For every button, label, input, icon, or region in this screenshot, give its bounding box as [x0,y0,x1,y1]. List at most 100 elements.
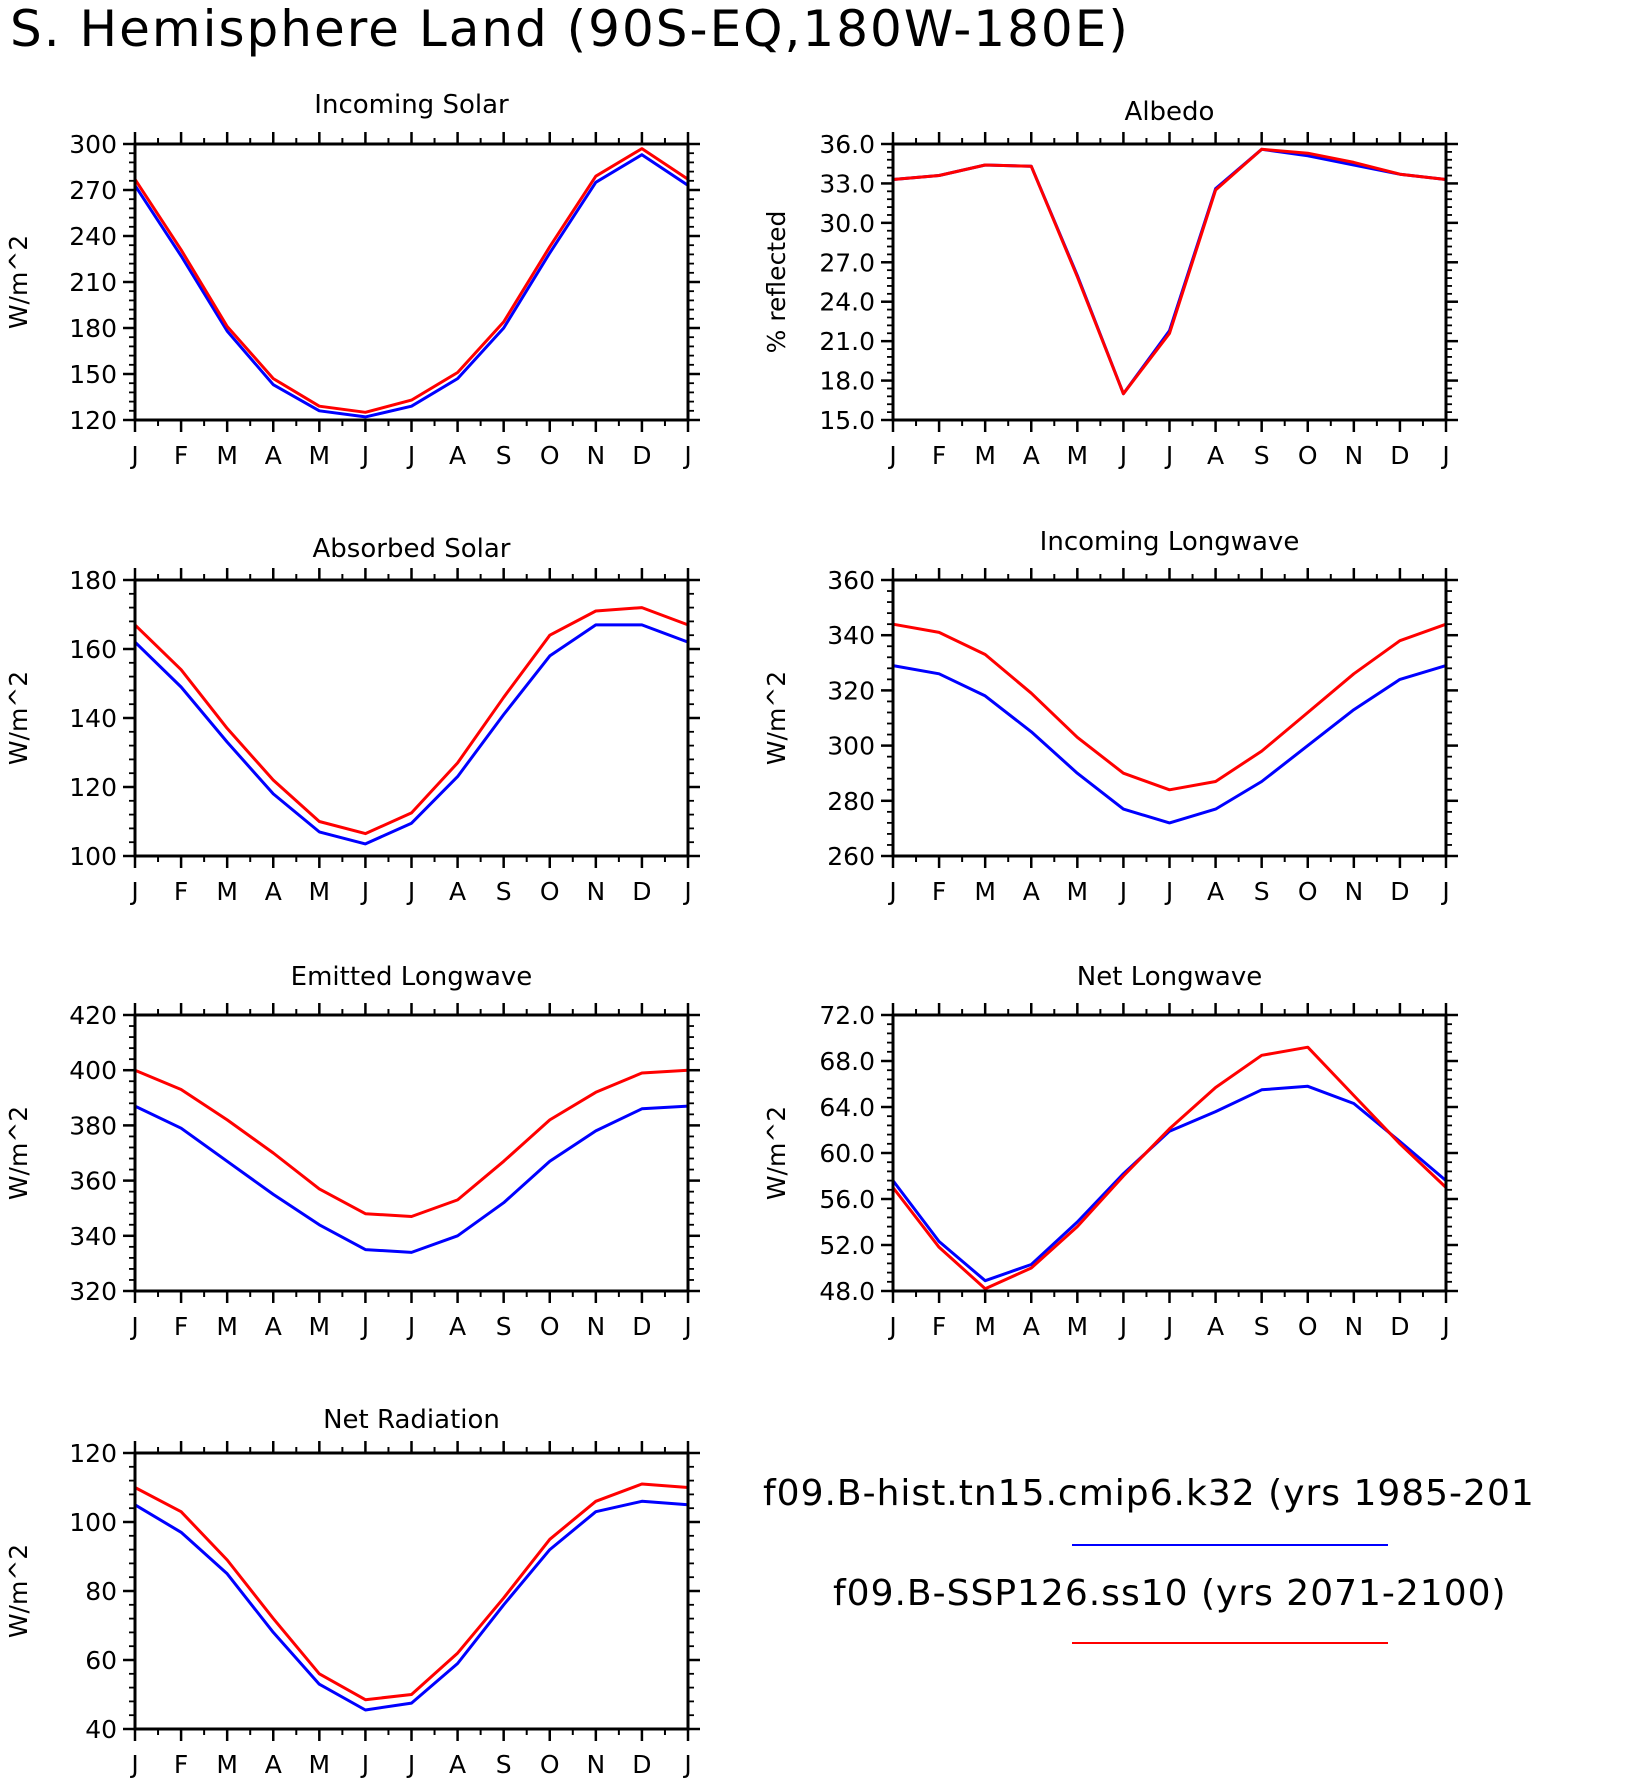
y-tick-label: 72.0 [819,1001,875,1030]
x-tick-label: D [1390,441,1409,470]
series-line-0 [134,1104,689,1254]
x-tick-label: J [129,1312,138,1341]
y-tick-label: 80 [85,1577,117,1606]
x-tick-label: J [406,441,415,470]
y-axis-label: % reflected [762,211,791,354]
x-tick-label: J [406,877,415,906]
y-tick-label: 270 [69,176,117,205]
x-tick-label: D [632,1750,651,1779]
x-tick-label: N [1344,877,1363,906]
plot-frame [891,578,1448,858]
y-tick-label: 280 [827,787,875,816]
x-tick-label: O [540,1312,560,1341]
x-tick-label: O [540,877,560,906]
panel-title: Incoming Longwave [1040,527,1300,557]
x-tick-label: A [1207,441,1224,470]
y-tick-label: 30.0 [819,209,875,238]
x-tick-label: A [1207,877,1224,906]
y-tick-label: 64.0 [819,1093,875,1122]
series-line-1 [891,1045,1448,1291]
x-tick-label: N [1344,1312,1363,1341]
x-tick-label: J [360,441,369,470]
y-tick-label: 160 [69,635,117,664]
x-tick-label: O [1298,877,1318,906]
y-axis-label: W/m^2 [762,1106,791,1200]
x-tick-label: J [682,1750,691,1779]
y-tick-label: 340 [69,1222,117,1251]
x-tick-label: J [1440,877,1449,906]
series-line-0 [134,1499,689,1712]
x-tick-label: J [129,877,138,906]
y-tick-label: 210 [69,268,117,297]
y-axis-label: W/m^2 [762,671,791,765]
y-tick-label: 60.0 [819,1139,875,1168]
x-tick-label: A [265,1750,282,1779]
y-tick-label: 340 [827,621,875,650]
x-tick-label: D [1390,877,1409,906]
x-tick-label: M [974,441,996,470]
x-tick-label: J [887,441,896,470]
x-tick-label: M [974,877,996,906]
x-tick-label: D [632,1312,651,1341]
x-tick-label: J [360,1750,369,1779]
panel-title: Absorbed Solar [313,534,511,564]
x-tick-label: J [887,1312,896,1341]
y-tick-label: 240 [69,222,117,251]
y-tick-label: 140 [69,704,117,733]
x-tick-label: N [586,1750,605,1779]
y-tick-label: 36.0 [819,130,875,159]
series-line-1 [133,606,689,836]
x-tick-label: D [1390,1312,1409,1341]
y-tick-label: 150 [69,360,117,389]
figure-title: S. Hemisphere Land (90S-EQ,180W-180E) [10,0,1130,58]
y-tick-label: 56.0 [819,1185,875,1214]
plot-frame [891,142,1448,422]
x-tick-label: F [932,441,946,470]
x-tick-label: M [309,1750,331,1779]
y-axis-label: W/m^2 [4,1544,33,1638]
x-tick-label: J [682,441,691,470]
x-tick-label: J [1118,441,1127,470]
y-tick-label: 100 [69,842,117,871]
x-tick-label: A [265,1312,282,1341]
y-tick-label: 320 [827,676,875,705]
plot-frame [133,142,690,422]
x-tick-label: A [449,441,466,470]
series-line-0 [133,153,689,419]
x-tick-label: N [586,1312,605,1341]
y-tick-label: 40 [85,1715,117,1744]
y-tick-label: 33.0 [819,169,875,198]
x-tick-label: M [974,1312,996,1341]
y-tick-label: 52.0 [819,1231,875,1260]
y-axis-label: W/m^2 [4,671,33,765]
y-tick-label: 68.0 [819,1047,875,1076]
x-tick-label: J [682,877,691,906]
plot-frame [891,1013,1448,1293]
x-tick-label: A [1207,1312,1224,1341]
y-tick-label: 260 [827,842,875,871]
panel-title: Net Longwave [1077,962,1262,992]
y-tick-label: 18.0 [819,367,875,396]
legend-label: f09.B-hist.tn15.cmip6.k32 (yrs 1985-201 [763,1473,1535,1514]
x-tick-label: A [1023,1312,1040,1341]
y-tick-label: 180 [69,314,117,343]
panel-title: Incoming Solar [314,90,509,120]
plot-frame [133,1451,690,1731]
x-tick-label: J [360,877,369,906]
series-line-1 [134,1482,689,1702]
x-tick-label: A [1023,441,1040,470]
y-tick-label: 400 [69,1056,117,1085]
x-tick-label: S [1254,441,1270,470]
y-tick-label: 120 [69,1439,117,1468]
x-tick-label: S [496,1312,512,1341]
series-line-0 [892,664,1447,825]
y-tick-label: 15.0 [819,406,875,435]
x-tick-label: M [1067,441,1089,470]
series-line-1 [892,622,1447,792]
x-tick-label: M [216,1312,238,1341]
